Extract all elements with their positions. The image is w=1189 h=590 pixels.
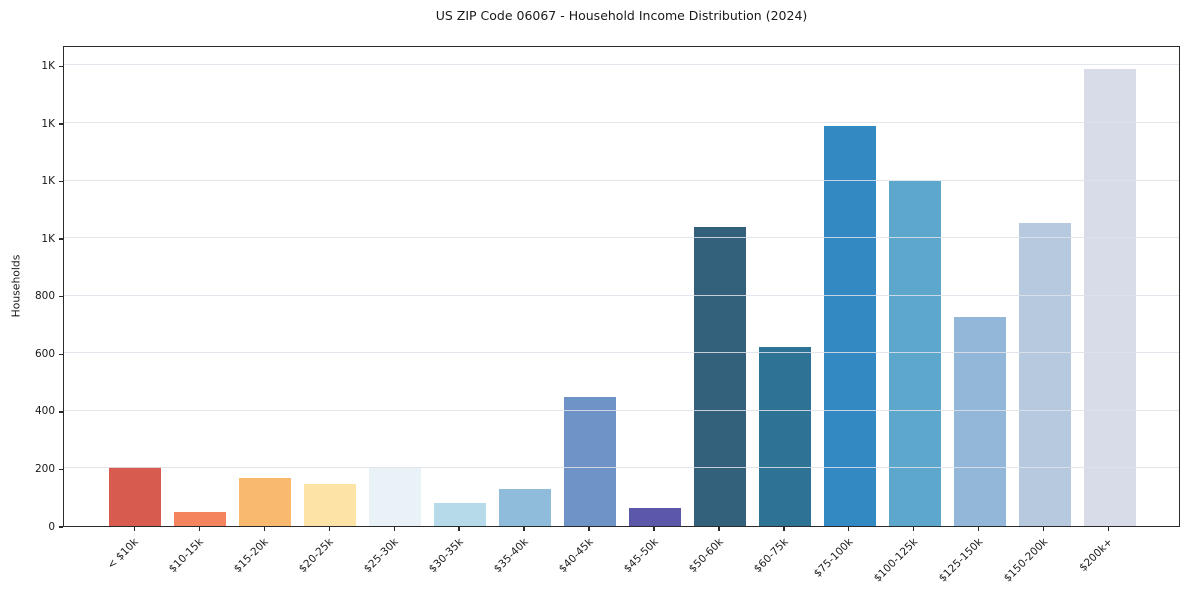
bar-10k xyxy=(109,467,162,526)
x-tick-label: $10-15k xyxy=(166,536,206,576)
x-tick-mark xyxy=(393,527,395,531)
x-tick-label: $15-20k xyxy=(231,536,271,576)
x-tick-label: $25-30k xyxy=(361,536,401,576)
x-tick-mark xyxy=(653,527,655,531)
y-tick-mark xyxy=(59,65,63,68)
bar-15-20k xyxy=(239,477,292,526)
gridline xyxy=(64,237,1179,239)
y-tick-label: 1K xyxy=(41,232,55,245)
y-tick-label: 1K xyxy=(41,175,55,188)
gridline xyxy=(64,179,1179,181)
x-tick-mark xyxy=(523,527,525,531)
y-tick-label: 0 xyxy=(48,520,55,533)
x-tick-label: $100-125k xyxy=(871,536,921,585)
bar-125-150k xyxy=(953,317,1006,526)
y-tick-label: 600 xyxy=(34,347,55,360)
y-axis-label: Households xyxy=(9,254,23,318)
x-tick-label: $125-150k xyxy=(936,536,986,585)
bar-35-40k xyxy=(499,489,552,526)
x-tick-mark xyxy=(328,527,330,531)
x-tick-mark xyxy=(1107,527,1110,531)
bar-25-30k xyxy=(369,467,422,526)
bar-45-50k xyxy=(628,507,681,526)
gridline xyxy=(64,352,1179,354)
x-tick-label: $20-25k xyxy=(296,536,336,576)
bar-100-125k xyxy=(888,181,941,526)
y-tick-mark xyxy=(59,526,63,528)
y-tick-mark xyxy=(59,238,63,240)
plot-area xyxy=(63,46,1180,527)
x-tick-mark xyxy=(783,527,785,531)
x-tick-label: $200k+ xyxy=(1077,536,1116,574)
chart-title: US ZIP Code 06067 - Household Income Dis… xyxy=(435,8,808,23)
bar-60-75k xyxy=(758,346,811,526)
x-tick-label: $75-100k xyxy=(811,536,856,580)
gridline xyxy=(64,64,1179,66)
y-tick-mark xyxy=(59,468,63,471)
x-tick-mark xyxy=(977,527,980,531)
bar-50-60k xyxy=(693,227,746,526)
y-tick-label: 1K xyxy=(41,59,55,72)
x-tick-label: $50-60k xyxy=(686,536,726,576)
bar-200k+ xyxy=(1083,68,1136,526)
x-tick-label: $45-50k xyxy=(621,536,661,576)
x-tick-mark xyxy=(588,527,590,531)
x-tick-label: $40-45k xyxy=(556,536,596,576)
x-tick-mark xyxy=(458,527,460,531)
y-tick-mark xyxy=(59,353,63,355)
gridline xyxy=(64,294,1179,296)
x-tick-mark xyxy=(263,527,265,531)
gridline xyxy=(64,409,1179,411)
y-tick-label: 200 xyxy=(34,462,55,475)
y-tick-label: 400 xyxy=(34,405,55,418)
x-tick-mark xyxy=(198,527,201,531)
x-tick-mark xyxy=(848,527,850,531)
bar-30-35k xyxy=(434,502,487,526)
bar-20-25k xyxy=(304,484,357,526)
gridline xyxy=(64,122,1179,124)
bar-40-45k xyxy=(564,397,617,526)
bar-75-100k xyxy=(823,126,876,526)
x-tick-label: $150-200k xyxy=(1001,536,1051,585)
x-tick-mark xyxy=(718,527,720,531)
x-tick-label: $60-75k xyxy=(751,536,791,576)
bar-150-200k xyxy=(1018,223,1071,526)
y-tick-mark xyxy=(59,180,63,183)
x-tick-mark xyxy=(133,527,136,531)
y-tick-label: 1K xyxy=(41,117,55,130)
bar-10-15k xyxy=(174,512,227,526)
y-tick-mark xyxy=(59,296,63,298)
x-tick-mark xyxy=(1042,527,1045,531)
gridline xyxy=(64,467,1179,469)
y-tick-label: 800 xyxy=(34,290,55,303)
x-tick-mark xyxy=(913,527,915,531)
x-tick-label: < $10k xyxy=(105,536,141,572)
x-tick-label: $30-35k xyxy=(426,536,466,576)
y-tick-mark xyxy=(59,123,63,125)
y-tick-mark xyxy=(59,411,63,413)
x-tick-label: $35-40k xyxy=(491,536,531,576)
